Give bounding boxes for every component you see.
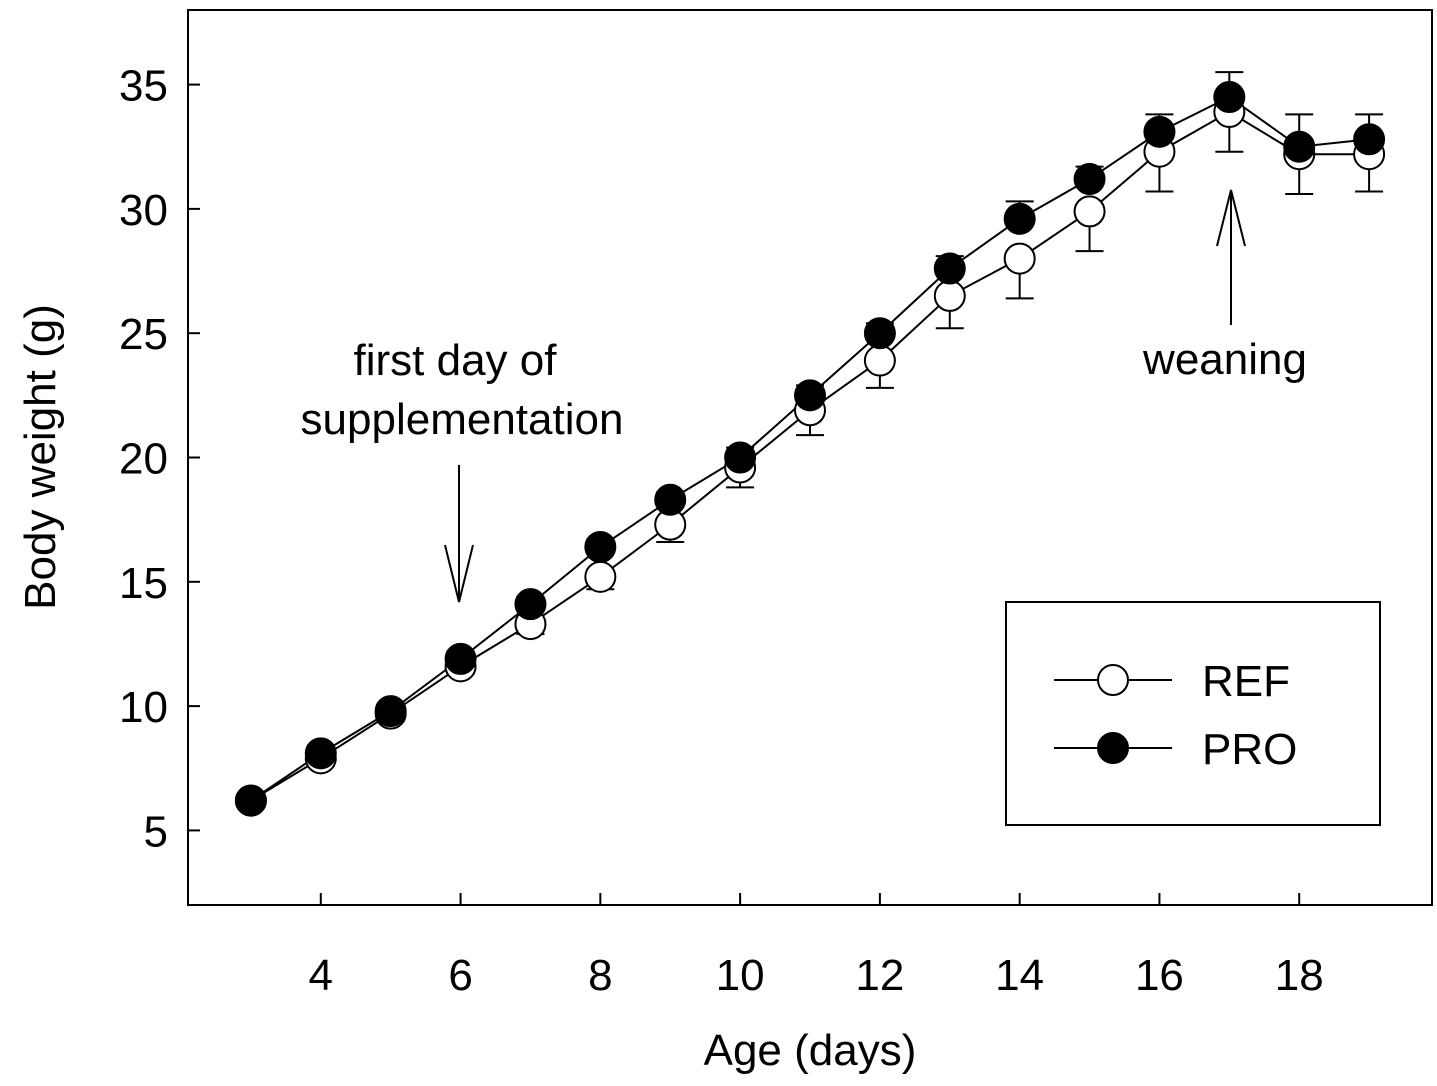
y-tick-label: 35 <box>119 62 168 111</box>
marker <box>933 252 966 285</box>
marker <box>1213 81 1246 114</box>
y-tick-label: 15 <box>119 559 168 608</box>
marker <box>1353 123 1386 156</box>
legend-box <box>1005 601 1381 826</box>
y-tick-label: 10 <box>119 683 168 732</box>
y-tick-label: 25 <box>119 310 168 359</box>
annotation: weaning <box>1142 335 1307 384</box>
x-tick-label: 12 <box>855 951 904 1000</box>
marker <box>863 344 896 377</box>
legend-label: PRO <box>1202 725 1297 774</box>
x-tick-label: 6 <box>448 951 472 1000</box>
y-tick-label: 5 <box>144 807 168 856</box>
marker <box>1073 195 1106 228</box>
marker <box>234 784 267 817</box>
marker <box>724 441 757 474</box>
marker <box>584 531 617 563</box>
x-tick-label: 14 <box>995 951 1044 1000</box>
annotation: first day of <box>354 336 558 385</box>
marker <box>654 483 687 516</box>
marker <box>584 560 617 593</box>
marker <box>1073 163 1106 196</box>
legend-label: REF <box>1202 657 1290 706</box>
y-tick-label: 30 <box>119 186 168 235</box>
marker <box>933 279 966 312</box>
x-tick-label: 18 <box>1275 951 1324 1000</box>
marker <box>1003 242 1036 275</box>
marker <box>444 642 477 675</box>
arrow-head <box>1216 189 1246 247</box>
y-tick-label: 20 <box>119 435 168 484</box>
arrows <box>444 189 1246 603</box>
x-tick-label: 8 <box>588 951 612 1000</box>
annotation: supplementation <box>301 395 624 444</box>
x-tick-label: 10 <box>716 951 765 1000</box>
legend-marker <box>1097 664 1129 696</box>
legend-marker <box>1097 732 1129 764</box>
marker <box>794 379 826 412</box>
marker <box>374 695 407 728</box>
marker <box>1283 130 1316 163</box>
x-tick-label: 4 <box>309 951 333 1000</box>
arrow-head <box>444 544 474 603</box>
marker <box>1143 115 1176 148</box>
y-axis-label: Body weight (g) <box>16 304 65 610</box>
marker <box>863 317 896 350</box>
x-tick-label: 16 <box>1135 951 1184 1000</box>
marker <box>1003 202 1036 235</box>
marker <box>514 588 547 621</box>
x-axis-label: Age (days) <box>704 1026 917 1075</box>
marker <box>304 737 337 770</box>
